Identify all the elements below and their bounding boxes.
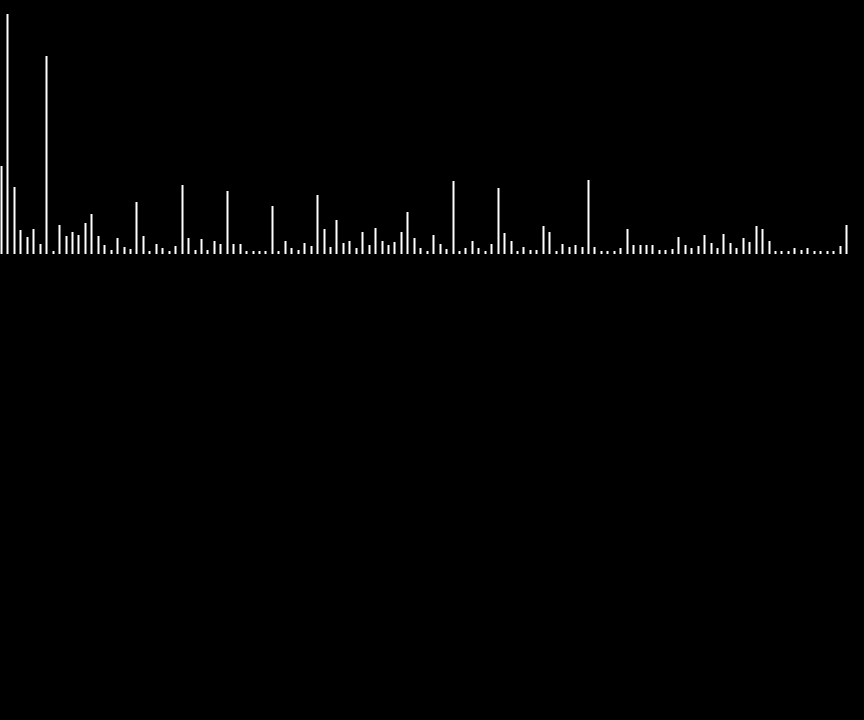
spectrum-plot-area [0,14,848,254]
spectrum-chart [0,14,848,254]
